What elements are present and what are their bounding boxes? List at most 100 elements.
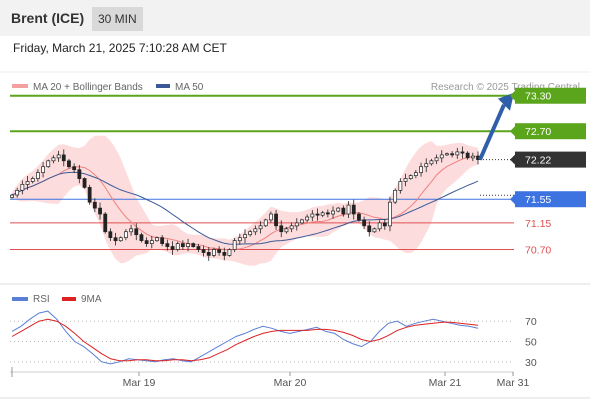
candle-body-43	[232, 240, 237, 250]
candle-body-73	[388, 201, 392, 227]
candle-body-59	[315, 213, 320, 216]
level-tag-bg-3	[515, 191, 586, 208]
candle-body-49	[263, 219, 268, 227]
candle-body-7	[46, 160, 51, 168]
candle-body-79	[419, 166, 423, 173]
candle-body-69	[367, 225, 372, 233]
candle-body-85	[450, 153, 455, 156]
level-label-5: 70.70	[525, 244, 551, 256]
ma20-legend-swatch	[12, 84, 28, 88]
candle-body-16	[92, 201, 97, 209]
candle-body-11	[67, 160, 71, 168]
candle-body-80	[424, 163, 429, 168]
rsi-grid: 70 50 30	[10, 316, 537, 369]
candle-body-74	[393, 189, 398, 203]
candle-body-62	[331, 210, 335, 215]
candle-body-1	[15, 189, 20, 196]
candle-body-33	[180, 243, 185, 247]
projection-arrow	[478, 92, 514, 161]
rsi-lines	[11, 310, 479, 365]
level-label-0: 73.30	[525, 91, 551, 103]
candle-body-25	[139, 234, 144, 241]
candle-body-42	[227, 249, 232, 256]
candle-body-65	[346, 204, 351, 215]
price-level-labels: 73.30 72.70 72.22 71.55 71.15 70.70	[510, 87, 586, 256]
rsi-tick-label-2: 30	[525, 357, 537, 369]
candle-body-10	[61, 154, 66, 162]
level-label-2: 72.22	[525, 155, 551, 167]
bollinger-band-area	[12, 135, 478, 266]
candle-body-88	[465, 152, 470, 159]
candle-body-12	[72, 166, 77, 171]
level-tag-notch-2	[510, 154, 515, 165]
level-label-3: 71.55	[525, 194, 551, 206]
price-levels	[10, 94, 514, 250]
x-tick-label-1: Mar 20	[274, 377, 307, 389]
candle-body-68	[362, 219, 367, 227]
candle-body-41	[222, 252, 227, 256]
candle-body-76	[403, 178, 408, 182]
candle-body-32	[175, 243, 180, 250]
candle-body-34	[186, 243, 190, 247]
bollinger-bands	[12, 135, 478, 266]
candle-body-57	[305, 216, 310, 221]
candle-body-55	[294, 222, 299, 227]
x-tick-label-3: Mar 31	[497, 377, 530, 389]
candle-body-6	[41, 166, 45, 173]
candle-body-77	[408, 175, 413, 179]
credit-text: Research © 2025 Trading Central	[431, 82, 580, 93]
candle-body-70	[372, 228, 377, 233]
ma50-line	[11, 171, 479, 245]
candle-body-13	[77, 169, 82, 179]
candle-body-27	[149, 240, 154, 244]
candle-body-19	[108, 231, 113, 238]
candle-body-89	[470, 155, 475, 159]
candle-body-61	[325, 212, 330, 215]
rsi-tick-label-1: 50	[525, 337, 537, 349]
candle-body-38	[206, 252, 211, 256]
candle-body-86	[455, 151, 460, 156]
ma50-legend-label: MA 50	[175, 82, 204, 93]
candle-body-60	[320, 212, 325, 216]
candle-body-2	[20, 184, 25, 191]
level-tag-notch-1	[510, 126, 515, 137]
level-label-4: 71.15	[525, 218, 551, 230]
candle-body-31	[170, 246, 175, 250]
candle-body-84	[445, 153, 449, 156]
projection-arrow-head	[498, 92, 514, 111]
candle-body-48	[258, 225, 263, 230]
candle-body-14	[82, 178, 87, 188]
candle-body-54	[289, 225, 294, 230]
candle-body-39	[212, 249, 216, 256]
candle-body-0	[10, 194, 14, 198]
candle-body-45	[243, 234, 247, 239]
candle-body-46	[248, 231, 253, 236]
candle-body-5	[36, 172, 40, 179]
level-tag-bg-0	[515, 87, 586, 104]
candle-body-66	[351, 204, 356, 215]
candle-body-9	[56, 154, 61, 159]
candle-body-29	[160, 237, 165, 244]
rsi-ma-legend-swatch	[62, 297, 76, 301]
timeframe-badge[interactable]: 30 MIN	[92, 7, 143, 31]
candle-body-44	[237, 237, 242, 242]
level-tag-notch-0	[510, 90, 515, 101]
candle-body-82	[434, 157, 439, 162]
candle-body-64	[341, 207, 346, 215]
level-tag-notch-3	[510, 194, 515, 205]
x-tick-label-2: Mar 21	[429, 377, 462, 389]
candle-body-71	[377, 222, 382, 230]
instrument-title: Brent (ICE)	[11, 10, 85, 26]
candle-body-78	[413, 172, 418, 176]
moving-averages	[11, 155, 479, 251]
level-label-1: 72.70	[525, 126, 551, 138]
level-tag-bg-1	[515, 123, 586, 140]
chart-header: Brent (ICE) 30 MIN	[0, 0, 590, 36]
candle-body-28	[155, 237, 159, 242]
timestamp: Friday, March 21, 2025 7:10:28 AM CET	[13, 41, 227, 55]
rsi-legend-label: RSI	[33, 294, 50, 305]
x-tick-label-0: Mar 19	[123, 377, 156, 389]
x-axis: Mar 19 Mar 20 Mar 21 Mar 31	[10, 367, 529, 389]
candle-body-52	[279, 225, 284, 233]
rsi-tick-label-0: 70	[525, 316, 537, 328]
